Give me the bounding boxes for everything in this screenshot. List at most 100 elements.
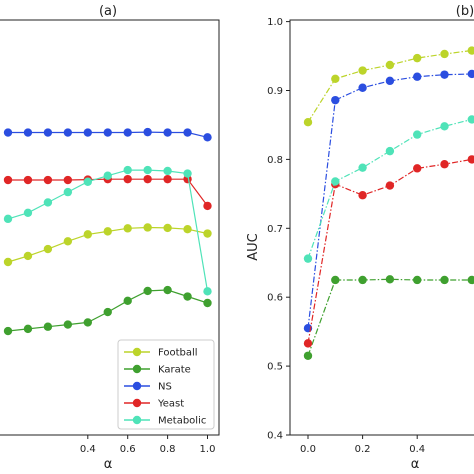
data-point-yeast (123, 174, 132, 184)
data-point-metabolic (467, 115, 474, 124)
series-line-karate (307, 278, 474, 357)
panel-a-title: (a) (99, 4, 117, 19)
data-point-metabolic (358, 163, 367, 172)
data-point-football (3, 257, 13, 267)
panel-b-x-ticks: 0.0 0.2 0.4 (300, 435, 425, 455)
data-point-football (143, 223, 152, 232)
data-point-yeast (467, 155, 474, 164)
y-tick-label: 0.4 (267, 431, 283, 442)
data-point-karate (358, 275, 367, 285)
data-point-ns (331, 95, 340, 105)
data-point-football (183, 225, 192, 234)
data-point-football (303, 117, 313, 127)
legend-marker-ns (132, 381, 142, 391)
x-tick-label: 0.2 (355, 444, 371, 455)
data-point-ns (3, 128, 13, 137)
y-tick-label: 0.5 (267, 362, 283, 373)
data-point-yeast (358, 191, 367, 200)
data-point-karate (3, 326, 13, 336)
legend-label-football: Football (158, 348, 198, 359)
data-point-metabolic (385, 146, 395, 156)
data-point-ns (467, 69, 474, 79)
x-tick-label: 1.0 (200, 444, 216, 455)
data-point-karate (123, 296, 132, 306)
data-point-football (203, 229, 212, 238)
data-point-football (43, 244, 53, 254)
legend-label-metabolic: Metabolic (158, 416, 206, 427)
panel-b-y-ticks: 0.4 0.5 0.6 0.7 0.8 0.9 1.0 (267, 17, 290, 442)
data-point-karate (83, 318, 93, 327)
panel-b-ylabel: AUC (246, 233, 261, 261)
panel-b: (b) AUC α 0.40.50.60.70.80.91.0 0.0 0.2 0.… (246, 4, 474, 472)
data-point-ns (163, 128, 172, 137)
y-tick-label: 0.8 (267, 155, 283, 166)
y-tick-label: 0.9 (267, 86, 283, 97)
data-point-ns (83, 128, 93, 137)
data-point-metabolic (103, 171, 112, 180)
data-point-ns (23, 128, 33, 137)
data-point-yeast (23, 175, 33, 185)
legend-label-yeast: Yeast (157, 399, 184, 410)
data-point-karate (103, 307, 112, 317)
data-point-karate (440, 275, 449, 285)
data-point-karate (331, 275, 340, 285)
x-tick-label: 0.4 (409, 444, 425, 455)
data-point-football (467, 46, 474, 55)
legend-box (117, 339, 215, 430)
data-point-yeast (143, 174, 152, 184)
data-point-karate (43, 322, 53, 331)
data-point-football (358, 66, 367, 75)
legend: Football Karate NS Yeast Metabolic (117, 339, 215, 430)
data-point-football (103, 227, 112, 236)
data-point-football (385, 60, 395, 70)
series-line-ns (307, 73, 474, 329)
data-point-ns (183, 128, 192, 137)
data-point-yeast (413, 164, 422, 173)
data-point-metabolic (23, 208, 33, 218)
y-tick-label: 0.7 (267, 224, 283, 235)
data-point-ns (103, 128, 112, 137)
data-point-metabolic (331, 177, 340, 186)
y-tick-label: 0.6 (267, 293, 283, 304)
data-point-football (331, 74, 340, 83)
data-point-metabolic (303, 254, 313, 263)
data-point-ns (143, 127, 152, 137)
data-point-metabolic (3, 214, 13, 224)
x-tick-label: 0.8 (160, 444, 176, 455)
data-point-metabolic (83, 177, 93, 186)
data-point-football (413, 53, 422, 63)
data-point-yeast (3, 175, 13, 185)
data-point-metabolic (143, 165, 152, 175)
panel-b-title: (b) (456, 4, 474, 19)
data-point-ns (43, 128, 53, 137)
data-point-metabolic (440, 122, 449, 131)
series-line-yeast (307, 158, 474, 344)
legend-label-karate: Karate (158, 365, 191, 376)
y-tick-label: 1.0 (267, 17, 283, 28)
data-point-ns (203, 133, 212, 142)
legend-marker-football (132, 347, 142, 357)
data-point-football (23, 251, 33, 261)
data-point-metabolic (63, 187, 73, 197)
data-point-karate (203, 298, 212, 308)
data-point-karate (23, 324, 33, 334)
data-point-yeast (63, 175, 73, 185)
data-point-karate (63, 320, 73, 329)
data-point-karate (413, 275, 422, 285)
legend-label-ns: NS (158, 382, 172, 393)
data-point-yeast (163, 174, 172, 184)
x-tick-label: 0.6 (120, 444, 136, 455)
data-point-karate (303, 351, 313, 360)
panel-b-series (303, 46, 474, 360)
panel-b-frame (289, 19, 474, 436)
data-point-karate (143, 286, 152, 296)
data-point-ns (123, 128, 132, 137)
data-point-karate (385, 275, 395, 284)
data-point-yeast (203, 201, 212, 211)
panel-a-frame (0, 19, 220, 436)
panel-a-series (3, 127, 212, 336)
data-point-karate (467, 275, 474, 285)
data-point-karate (183, 292, 192, 301)
data-point-football (440, 49, 449, 59)
